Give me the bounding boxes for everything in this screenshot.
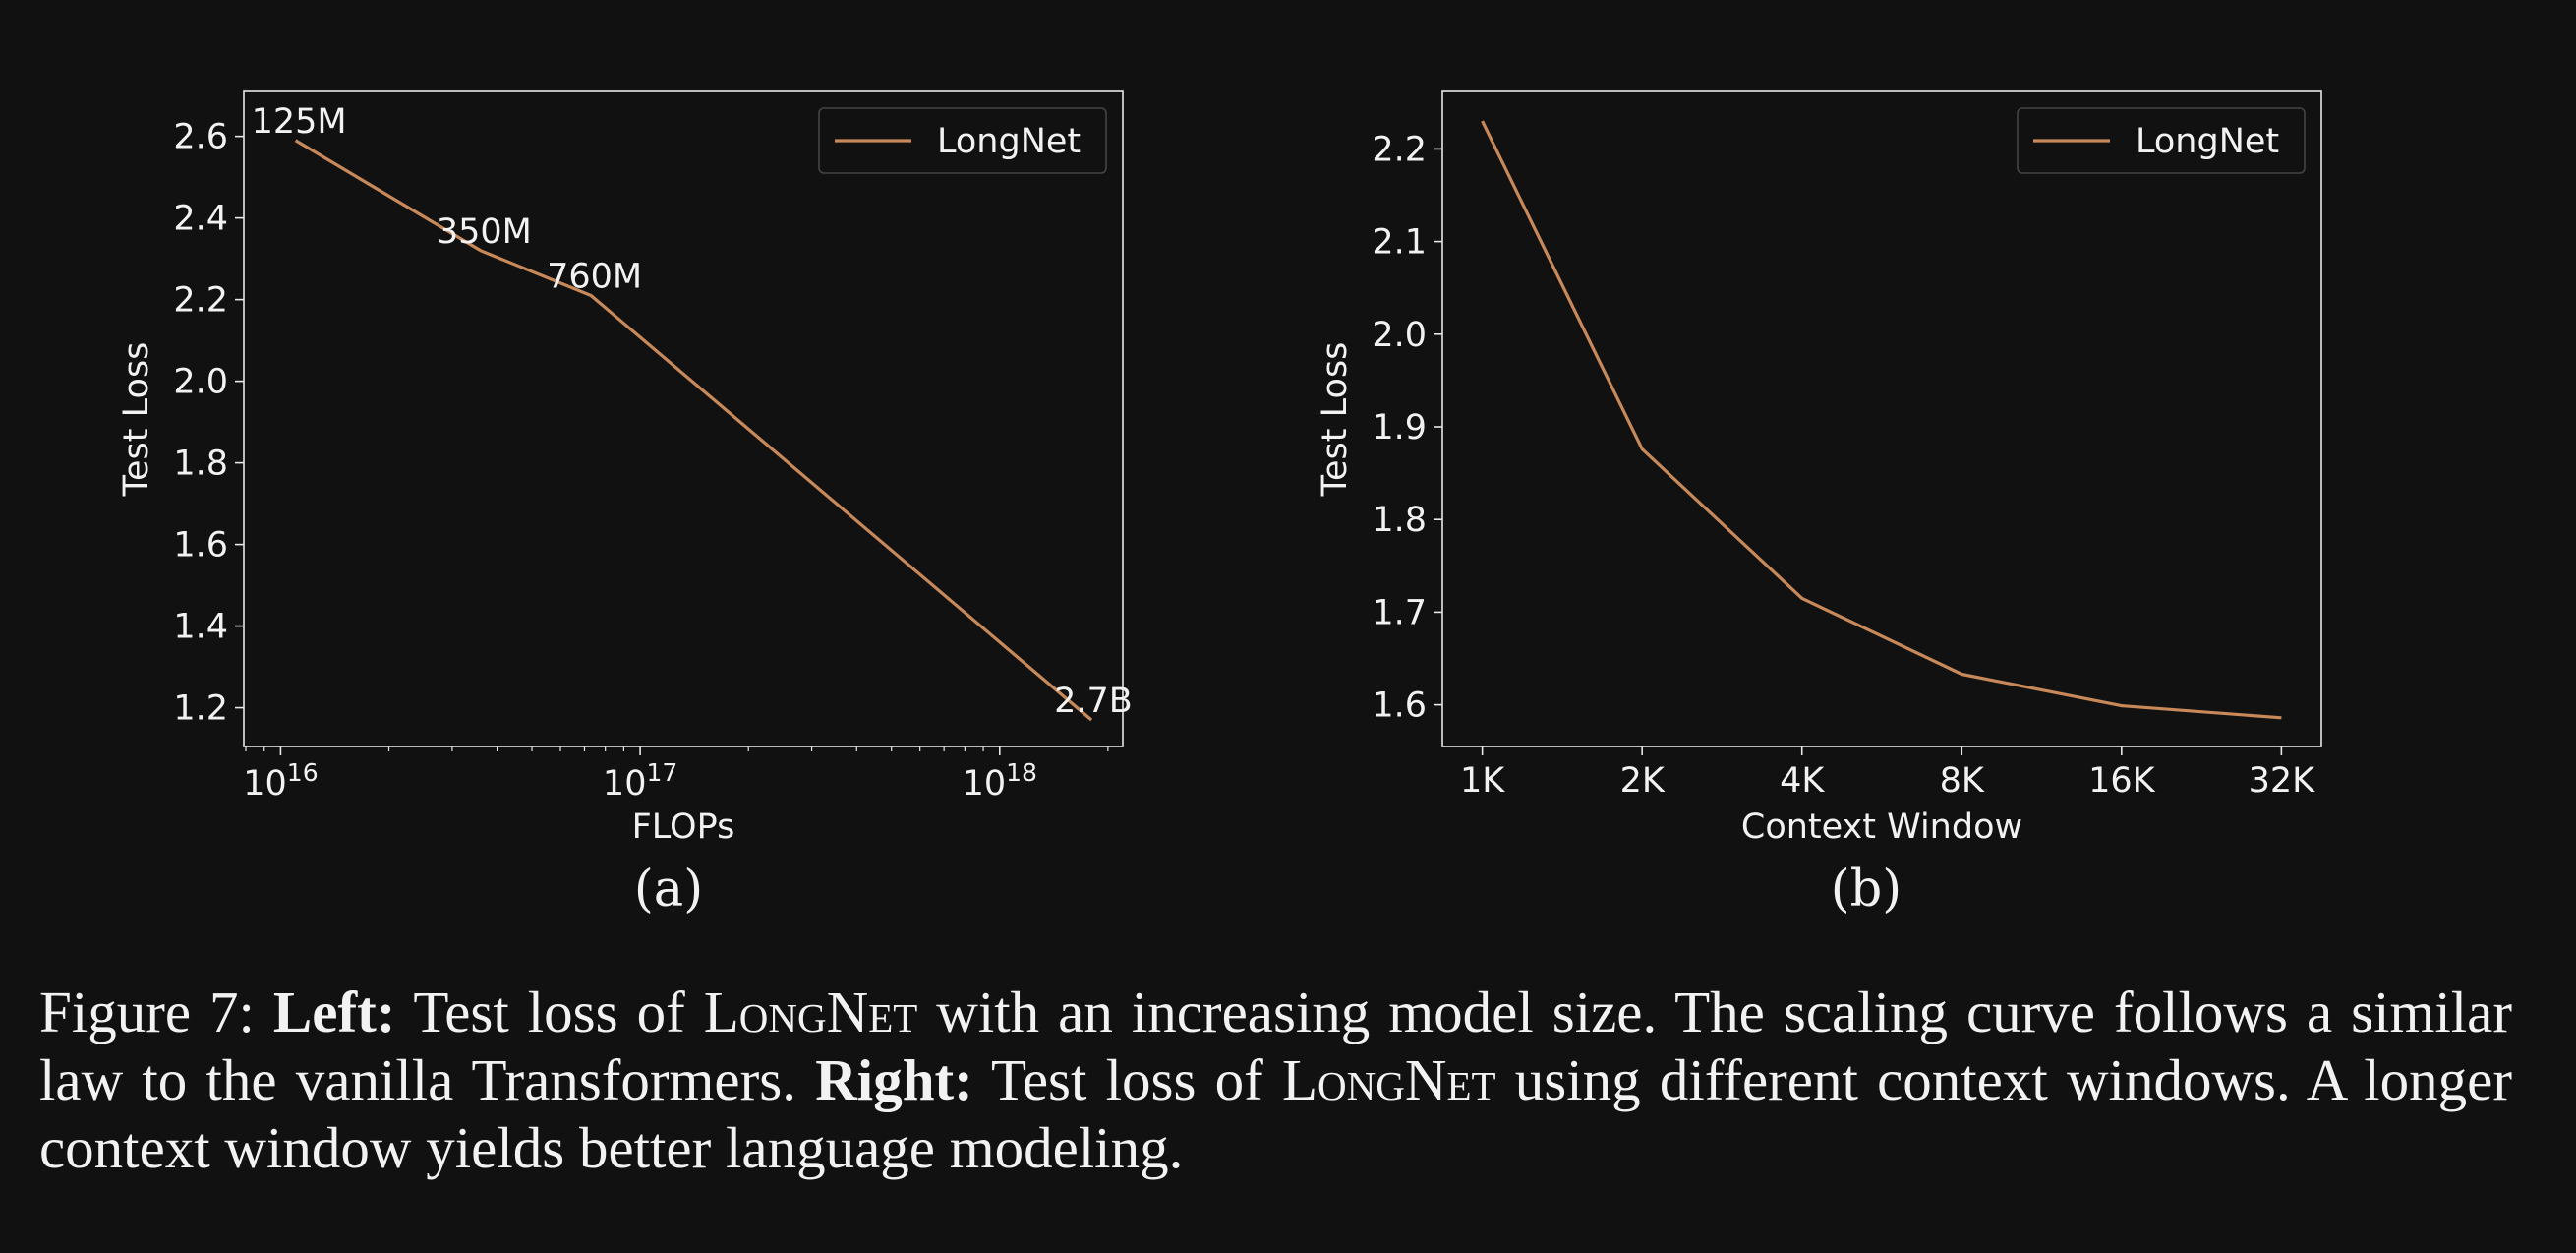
y-tick-label: 1.8 [173,445,228,484]
series-line-longnet [1481,120,2282,720]
x-tick-label: 1018 [963,758,1037,804]
plot-frame [243,90,1124,747]
figure-caption: Figure 7: Left: Test loss of LongNet wit… [39,979,2512,1182]
x-tick-label-base: 10 [243,764,287,804]
legend-box [818,107,1107,174]
y-tick-label: 1.6 [1372,686,1427,726]
x-tick-label-exponent: 17 [646,758,677,787]
y-tick-label: 1.2 [173,689,228,729]
series-line-longnet [294,139,1093,722]
y-axis-label: Test Loss [117,342,156,498]
caption-model-name-2: LongNet [1281,1047,1496,1112]
subfigure-label: (a) [634,861,703,919]
caption-prefix: Figure 7: [39,980,273,1044]
x-axis-label: FLOPs [632,807,735,847]
subfigure-label: (b) [1831,861,1902,919]
chart-context-window-vs-loss: 1.6 1.7 1.8 1.9 2.0 2.1 2.2 1K 2K 4K 8K 16K 32K Conte… [1316,90,2322,919]
y-tick-label: 1.9 [1372,408,1427,448]
x-tick-label: 1016 [243,758,318,804]
data-label: 2.7B [1054,682,1133,721]
x-tick-label-base: 10 [603,764,647,804]
y-tick-label: 1.8 [1372,501,1427,540]
x-tick-label: 1017 [603,758,677,804]
y-axis-label: Test Loss [1316,342,1355,498]
x-tick-label: 32K [2249,761,2316,801]
x-tick-label: 16K [2088,761,2156,801]
x-tick-label: 4K [1780,761,1825,801]
caption-right-text-1: Test loss of [972,1047,1282,1112]
caption-right-text-2: using different context windows. A longe… [39,1047,2512,1180]
caption-left-text-1: Test loss of [395,980,704,1044]
y-tick-label: 1.6 [173,526,228,566]
legend-label: LongNet [2136,122,2279,161]
x-tick-label-exponent: 16 [287,758,319,787]
caption-left-label: Left: [272,980,396,1044]
x-axis-label: Context Window [1741,807,2022,847]
y-tick-label: 2.0 [173,363,228,402]
plot-frame [1441,90,2322,747]
data-label: 125M [252,102,347,142]
x-tick-label-base: 10 [963,764,1007,804]
y-tick-label: 2.0 [1372,316,1427,355]
y-tick-label: 1.4 [173,608,228,647]
caption-left-text-2: with an increasing model size. The scali… [39,980,2512,1112]
data-label: 760M [547,257,642,296]
x-tick-label: 8K [1940,761,1985,801]
y-tick-label: 2.6 [173,118,228,157]
caption-model-name: LongNet [703,980,918,1044]
caption-right-label: Right: [815,1047,973,1112]
data-label: 350M [437,212,532,252]
legend-box [2017,107,2306,174]
x-tick-label: 2K [1620,761,1666,801]
legend-label: LongNet [937,122,1081,161]
x-tick-label: 1K [1460,761,1505,801]
y-tick-label: 1.7 [1372,593,1427,632]
y-tick-label: 2.2 [173,281,228,321]
x-tick-label-exponent: 18 [1006,758,1037,787]
y-tick-label: 2.4 [173,200,228,239]
y-tick-label: 2.2 [1372,130,1427,169]
y-tick-label: 2.1 [1372,223,1427,263]
